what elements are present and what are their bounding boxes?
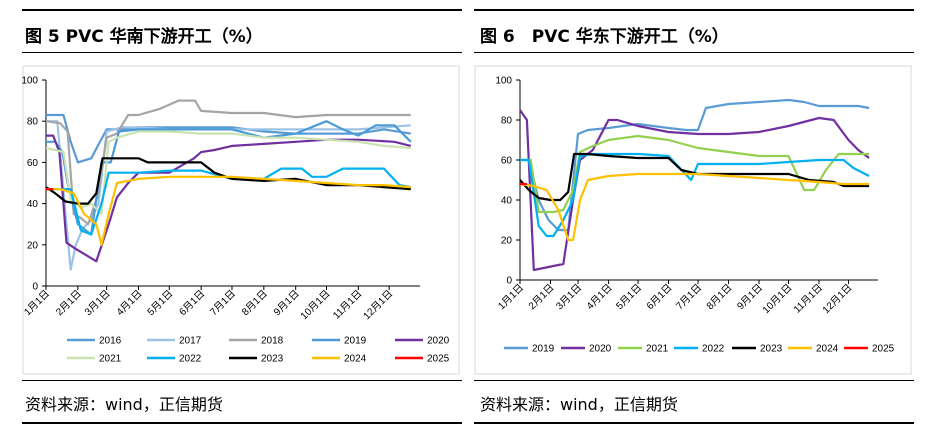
left-bottom-rule [22,422,462,424]
x-tick-label: 2月1日 [53,288,83,318]
y-tick-label: 40 [501,196,513,207]
legend-label-2019: 2019 [344,336,367,347]
y-tick-label: 20 [501,236,513,247]
series-line-2024 [46,175,411,246]
y-tick-label: 60 [27,158,39,169]
y-tick-label: 20 [27,240,39,251]
legend-label-2022: 2022 [702,344,725,355]
plot-frame [474,65,912,375]
right-title-rule [474,52,914,53]
left-source-note: 资料来源：wind，正信期货 [25,395,223,414]
right-source-note: 资料来源：wind，正信期货 [480,395,678,414]
x-tick-label: 2月1日 [526,282,556,312]
x-tick-label: 4月1日 [114,288,144,318]
x-tick-label: 10月1日 [760,282,794,316]
legend-label-2016: 2016 [99,336,122,347]
legend-label-2019: 2019 [532,344,555,355]
legend-label-2025: 2025 [427,354,450,365]
series-line-2024 [519,172,870,242]
series-line-2022 [520,152,870,238]
legend-label-2020: 2020 [427,336,450,347]
series-line-2019 [520,98,870,232]
series-line-2021 [45,130,411,215]
right-source-rule [474,380,914,381]
left-title-rule [22,52,462,53]
y-tick-label: 100 [495,76,512,87]
legend-label-2024: 2024 [816,344,839,355]
series-line-2020 [519,109,870,272]
legend-label-2025: 2025 [872,344,895,355]
x-tick-label: 3月1日 [554,282,584,312]
x-tick-label: 10月1日 [298,288,332,322]
x-tick-label: 8月1日 [704,282,734,312]
x-tick-label: 11月1日 [791,282,825,316]
left-chart-title: 图 5 PVC 华南下游开工（%） [25,27,263,47]
y-tick-label: 0 [506,276,512,287]
y-tick-label: 0 [32,282,38,293]
x-tick-label: 11月1日 [331,288,365,322]
legend-label-2023: 2023 [760,344,783,355]
y-tick-label: 80 [27,117,39,128]
x-tick-label: 8月1日 [239,288,269,318]
y-tick-label: 100 [22,76,38,87]
x-tick-label: 6月1日 [177,288,207,318]
series-line-2016 [46,113,411,164]
series-line-2021 [520,134,870,214]
x-tick-label: 12月1日 [361,288,395,322]
y-tick-label: 80 [501,116,513,127]
y-tick-label: 40 [27,199,39,210]
plot-frame [22,65,460,375]
left-source-rule [22,380,462,381]
x-tick-label: 5月1日 [145,288,175,318]
legend-label-2021: 2021 [99,354,122,365]
legend-label-2021: 2021 [646,344,669,355]
x-tick-label: 12月1日 [820,282,854,316]
y-tick-label: 60 [501,156,513,167]
legend-label-2017: 2017 [179,336,202,347]
legend-label-2022: 2022 [179,354,202,365]
x-tick-label: 3月1日 [82,288,112,318]
x-tick-label: 6月1日 [644,282,674,312]
series-line-2022 [46,167,411,236]
x-tick-label: 9月1日 [271,288,301,318]
series-line-2017 [46,120,411,271]
legend-label-2023: 2023 [261,354,284,365]
legend-label-2020: 2020 [589,344,612,355]
x-tick-label: 4月1日 [584,282,614,312]
x-tick-label: 7月1日 [674,282,704,312]
legend-label-2018: 2018 [261,336,284,347]
right-top-rule [474,9,914,11]
legend-label-2024: 2024 [344,354,367,365]
x-tick-label: 7月1日 [208,288,238,318]
x-tick-label: 5月1日 [614,282,644,312]
left-top-rule [22,9,462,11]
right-chart-title: 图 6 PVC 华东下游开工（%） [480,27,729,47]
right-bottom-rule [474,422,914,424]
